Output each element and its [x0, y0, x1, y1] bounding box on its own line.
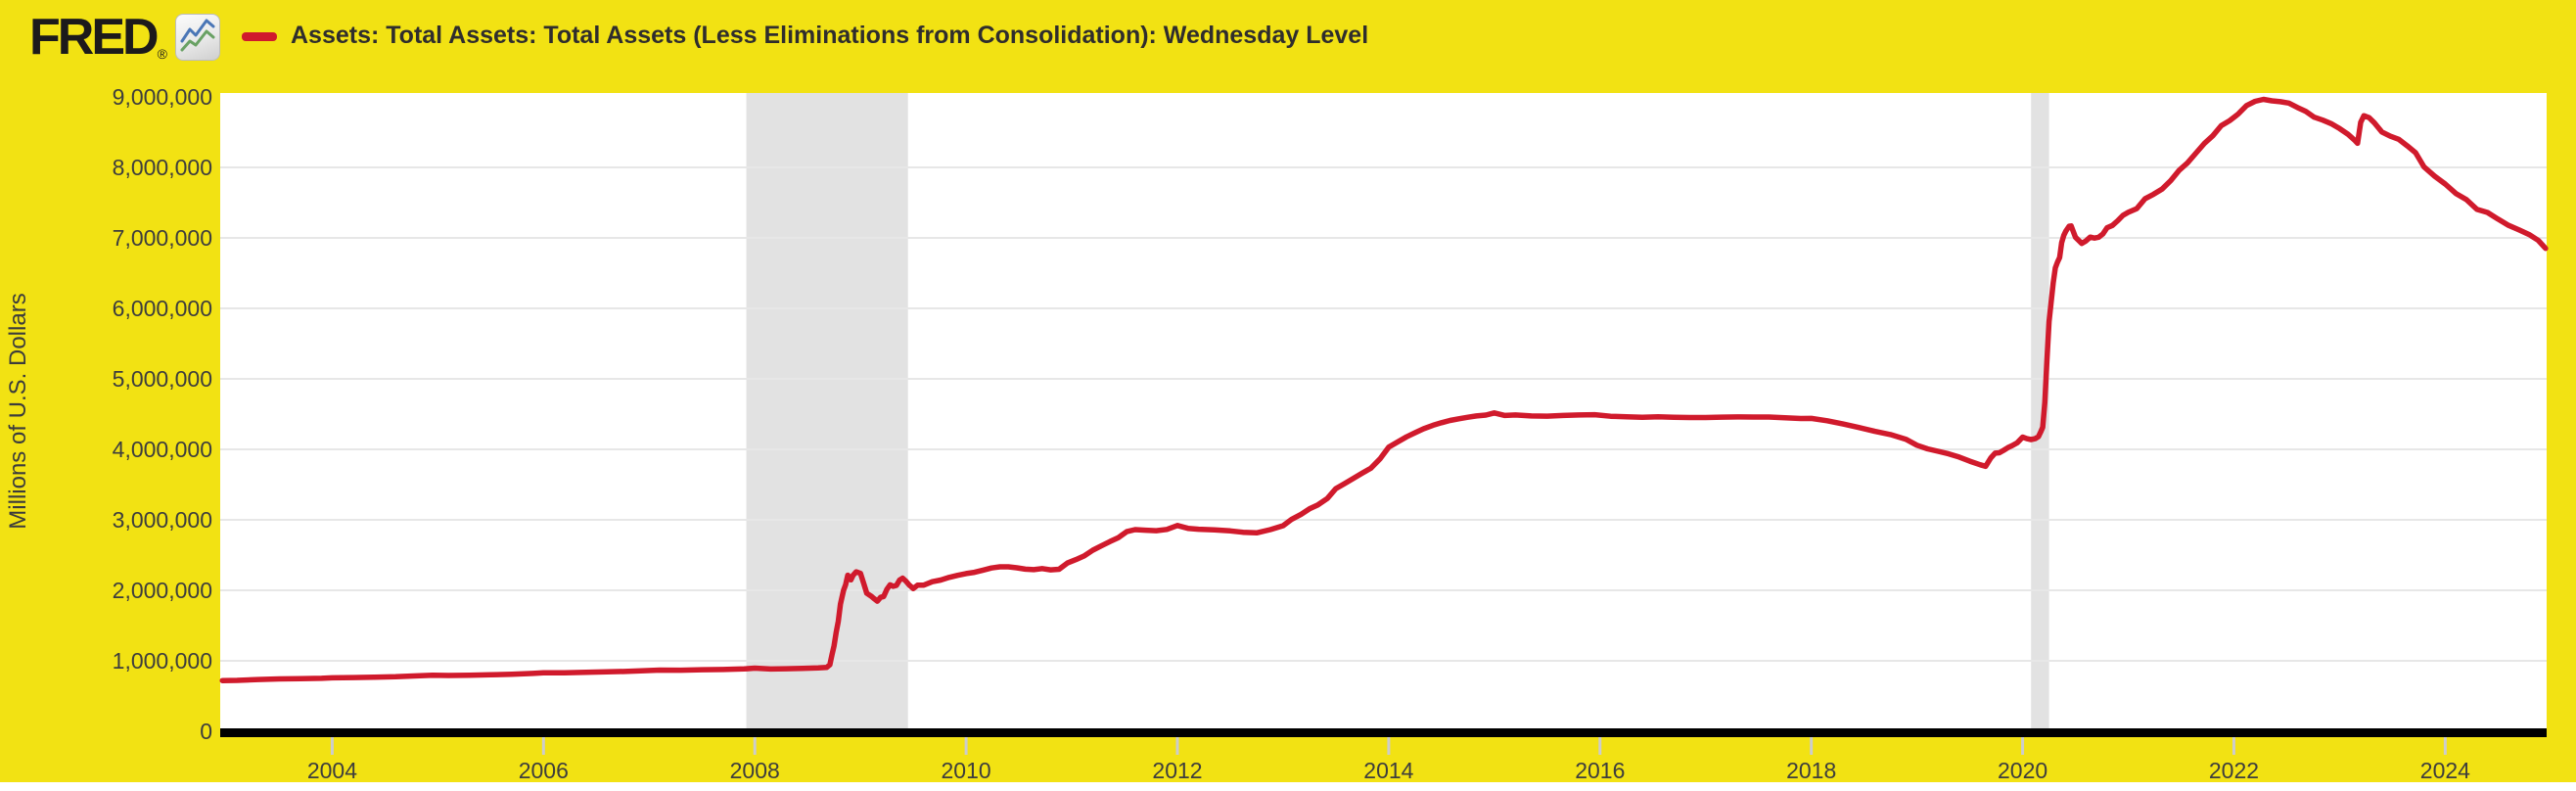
x-tick-label: 2016: [1575, 758, 1625, 783]
x-tick-label: 2006: [519, 758, 569, 783]
plot-area: [220, 93, 2547, 731]
fred-logo[interactable]: FRED ®: [29, 9, 220, 66]
y-tick-label: 0: [200, 719, 212, 744]
x-tick-label: 2018: [1786, 758, 1836, 783]
y-tick-label: 6,000,000: [113, 296, 212, 321]
y-tick-label: 9,000,000: [113, 84, 212, 110]
x-tick-label: 2024: [2420, 758, 2470, 783]
y-tick-label: 2,000,000: [113, 578, 212, 603]
registered-trademark-icon: ®: [157, 46, 167, 62]
series-title: Assets: Total Assets: Total Assets (Less…: [291, 21, 1369, 49]
recession-band: [746, 93, 908, 731]
x-tick-label: 2022: [2209, 758, 2259, 783]
x-tick-label: 2008: [730, 758, 780, 783]
y-tick-label: 4,000,000: [113, 437, 212, 462]
x-tick-label: 2004: [307, 758, 357, 783]
y-tick-label: 7,000,000: [113, 225, 212, 251]
y-tick-label: 3,000,000: [113, 507, 212, 533]
x-tick-label: 2010: [942, 758, 991, 783]
y-tick-label: 1,000,000: [113, 648, 212, 674]
data-line-series: [219, 96, 2549, 683]
recession-band: [2031, 93, 2049, 731]
y-axis-title: Millions of U.S. Dollars: [5, 293, 31, 530]
x-tick-label: 2012: [1152, 758, 1202, 783]
fred-sparkline-icon: [174, 14, 220, 61]
header: FRED ®: [29, 8, 220, 67]
chart-legend: Assets: Total Assets: Total Assets (Less…: [242, 0, 1368, 70]
series-color-swatch: [242, 31, 277, 41]
page-bottom-strip: [0, 782, 2576, 791]
x-axis-line: [220, 728, 2547, 737]
y-tick-label: 5,000,000: [113, 366, 212, 392]
x-tick-label: 2014: [1363, 758, 1413, 783]
y-tick-label: 8,000,000: [113, 155, 212, 180]
fred-logo-text: FRED: [29, 9, 160, 66]
x-tick-label: 2020: [1998, 758, 2047, 783]
